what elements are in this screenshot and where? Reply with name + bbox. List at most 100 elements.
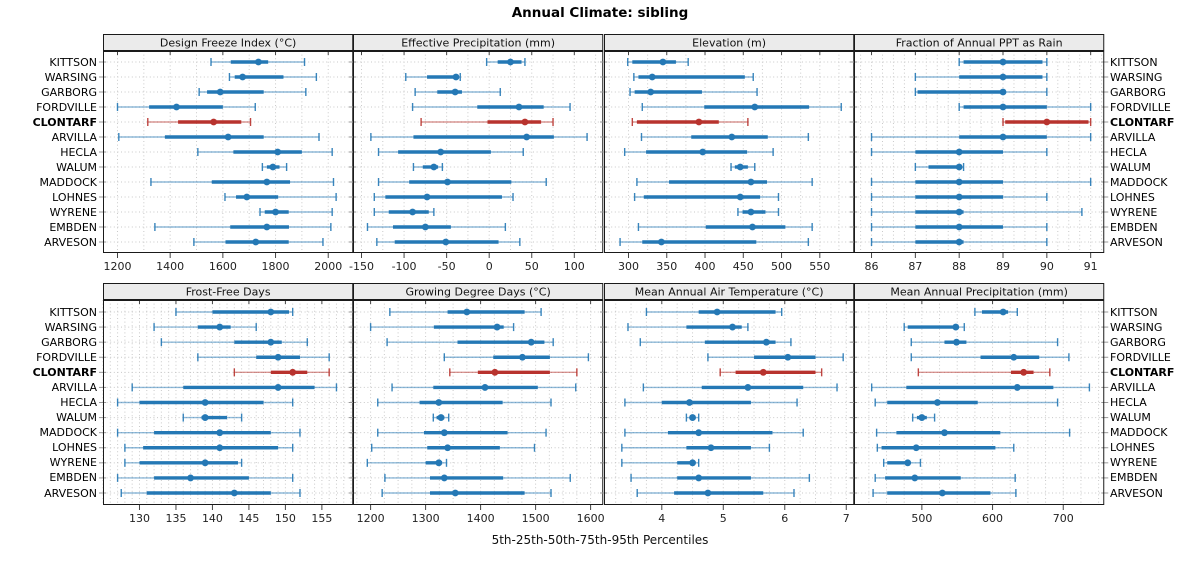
tick-label: 1800: [262, 260, 290, 273]
station-label-right-embden: EMBDEN: [1110, 220, 1158, 234]
tick-label: 1400: [467, 512, 495, 525]
whisker-hecla: [623, 398, 798, 407]
whisker-embden: [874, 473, 1016, 482]
station-label-right-arveson: ARVESON: [1110, 486, 1163, 500]
station-label-left-arveson: ARVESON: [44, 486, 97, 500]
station-label-right-warsing: WARSING: [1110, 320, 1163, 334]
whisker-lohnes: [633, 193, 779, 201]
station-label-left-clontarf: CLONTARF: [32, 115, 97, 129]
whisker-clontarf: [631, 118, 749, 126]
whisker-kittson: [210, 58, 306, 66]
tick-label: 350: [656, 260, 677, 273]
tick-label: 300: [617, 260, 638, 273]
whisker-maddock: [870, 178, 1092, 186]
whisker-hecla: [623, 148, 774, 156]
tick-label: 140: [202, 512, 223, 525]
whisker-hecla: [197, 148, 333, 156]
whisker-hecla: [874, 398, 1059, 407]
tick-label: 89: [996, 260, 1010, 273]
whisker-warsing: [626, 323, 749, 332]
whisker-hecla: [870, 148, 1048, 156]
station-label-right-maddock: MADDOCK: [1110, 175, 1168, 189]
tick-label: 50: [525, 260, 539, 273]
whisker-warsing: [632, 73, 754, 81]
panel-fraction-of-annual-ppt-as-rain: 86 87 88 89 90 91 Fraction of Annual PPT as Ra…: [849, 34, 1108, 273]
whisker-fordville: [197, 353, 330, 362]
whisker-wyrene: [373, 208, 435, 216]
tick-label: 1500: [522, 512, 550, 525]
whisker-arvilla: [642, 383, 838, 392]
tick-label: 87: [908, 260, 922, 273]
x-axis-caption: 5th-25th-50th-75th-95th Percentiles: [491, 533, 709, 547]
whisker-clontarf: [147, 118, 252, 126]
whisker-arvilla: [870, 383, 1090, 392]
station-label-left-wyrene: WYRENE: [49, 456, 97, 470]
whisker-arvilla: [118, 133, 320, 141]
strip-title-growing-degree-days-c: Growing Degree Days (°C): [406, 286, 551, 299]
station-label-left-hecla: HECLA: [60, 145, 97, 159]
tick-label: 86: [864, 260, 878, 273]
station-label-left-lohnes: LOHNES: [52, 190, 97, 204]
whisker-arveson: [872, 489, 1017, 497]
whisker-lohnes: [876, 443, 1015, 452]
whisker-kittson: [645, 308, 782, 316]
tick-label: 130: [129, 512, 150, 525]
station-label-left-warsing: WARSING: [44, 70, 97, 84]
whisker-garborg: [914, 88, 1048, 96]
whisker-fordville: [443, 353, 590, 362]
station-label-left-wyrene: WYRENE: [49, 205, 97, 219]
whisker-clontarf: [233, 368, 330, 377]
whisker-fordville: [412, 103, 572, 111]
whisker-wyrene: [736, 208, 779, 216]
tick-label: 550: [809, 260, 830, 273]
whisker-arveson: [636, 489, 795, 497]
station-label-right-warsing: WARSING: [1110, 70, 1163, 84]
station-label-right-garborg: GARBORG: [1110, 335, 1166, 349]
whisker-arveson: [870, 238, 1048, 246]
station-label-left-walum: WALUM: [56, 411, 97, 425]
tick-label: 88: [952, 260, 966, 273]
tick-label: 145: [238, 512, 259, 525]
station-label-left-fordville: FORDVILLE: [36, 350, 97, 364]
whisker-maddock: [378, 178, 548, 186]
whisker-warsing: [153, 323, 257, 332]
chart-title: Annual Climate: sibling: [511, 5, 689, 21]
whisker-maddock: [150, 178, 335, 186]
station-label-left-kittson: KITTSON: [49, 55, 97, 69]
tick-label: 100: [564, 260, 585, 273]
station-label-left-arvilla: ARVILLA: [51, 380, 97, 394]
station-label-left-lohnes: LOHNES: [52, 441, 97, 455]
whisker-garborg: [160, 338, 308, 347]
station-label-left-clontarf: CLONTARF: [32, 365, 97, 379]
whisker-arvilla: [870, 133, 1092, 141]
tick-label: 155: [311, 512, 332, 525]
panel-growing-degree-days-c: 1200 1300 1400 1500 1600 Growing Degree Days …: [349, 283, 608, 525]
station-label-right-arveson: ARVESON: [1110, 235, 1163, 249]
tick-label: 400: [694, 260, 715, 273]
station-label-left-hecla: HECLA: [60, 396, 97, 409]
tick-label: -50: [438, 260, 456, 273]
whisker-fordville: [116, 103, 256, 111]
whisker-clontarf: [1002, 118, 1092, 126]
tick-label: 150: [275, 512, 296, 525]
tick-label: 5: [719, 512, 726, 525]
station-label-left-maddock: MADDOCK: [39, 175, 97, 189]
whisker-kittson: [389, 308, 543, 316]
whisker-wyrene: [870, 208, 1083, 216]
whisker-fordville: [706, 353, 844, 362]
whisker-arveson: [618, 238, 809, 246]
tick-label: 1300: [412, 512, 440, 525]
tick-label: 2000: [314, 260, 342, 273]
whisker-maddock: [116, 428, 301, 437]
whisker-warsing: [405, 73, 462, 81]
tick-label: 6: [781, 512, 788, 525]
strip-title-fraction-of-annual-ppt-as-rain: Fraction of Annual PPT as Rain: [895, 37, 1062, 50]
whisker-garborg: [414, 88, 502, 96]
whisker-clontarf: [917, 368, 1051, 377]
whisker-hecla: [378, 148, 525, 156]
whisker-kittson: [958, 58, 1048, 66]
tick-label: 1400: [156, 260, 184, 273]
whisker-clontarf: [420, 118, 554, 126]
whisker-wyrene: [620, 458, 699, 467]
tick-label: 500: [771, 260, 792, 273]
